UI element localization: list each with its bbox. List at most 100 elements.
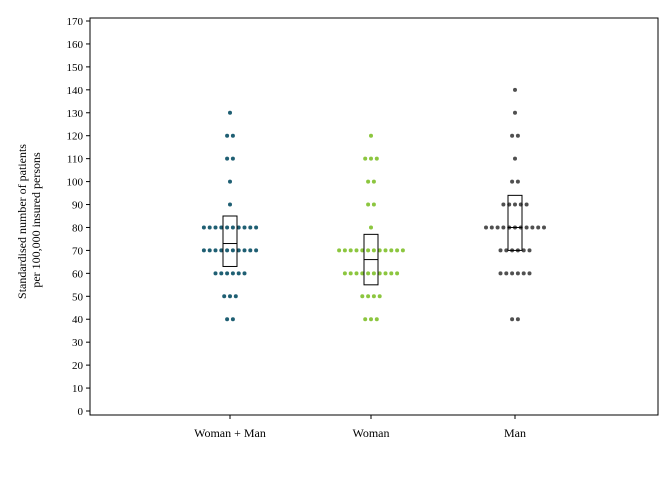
data-point [366, 248, 371, 253]
data-point [515, 317, 520, 322]
data-point [242, 225, 247, 230]
data-point [225, 225, 230, 230]
data-point [213, 225, 218, 230]
data-point [236, 248, 241, 253]
data-point [400, 248, 405, 253]
y-tick-label: 110 [67, 154, 84, 166]
y-tick-label: 30 [72, 337, 84, 349]
y-tick-label: 80 [72, 222, 84, 234]
data-point [230, 156, 235, 161]
data-point [383, 248, 388, 253]
data-point [248, 225, 253, 230]
iqr-box [507, 194, 523, 251]
y-tick-label: 160 [67, 39, 84, 51]
data-point [233, 294, 238, 299]
data-point [219, 225, 224, 230]
data-point [230, 225, 235, 230]
data-point [230, 271, 235, 276]
data-point [504, 248, 509, 253]
data-point [510, 317, 515, 322]
data-point [501, 225, 506, 230]
data-point [383, 271, 388, 276]
data-point [371, 179, 376, 184]
data-point [228, 179, 232, 184]
data-point [513, 202, 517, 207]
data-point [498, 271, 503, 276]
data-point [521, 271, 526, 276]
data-point [228, 294, 232, 299]
y-tick-label: 50 [72, 291, 84, 303]
data-point [515, 271, 520, 276]
y-tick-label: 60 [72, 268, 84, 280]
data-point [348, 271, 353, 276]
data-point [371, 271, 376, 276]
data-point [213, 248, 218, 253]
y-axis: 0 10 20 30 40 50 60 70 80 90 100 110 120 130 140 150 160… [67, 16, 90, 418]
y-tick-label: 100 [67, 177, 84, 189]
data-point [527, 248, 532, 253]
data-point [348, 248, 353, 253]
data-point [510, 271, 515, 276]
data-point [337, 248, 342, 253]
data-point [222, 294, 227, 299]
y-axis-title: Standardised number of patients per 100,… [15, 141, 43, 299]
data-point [219, 271, 224, 276]
data-point [342, 271, 347, 276]
y-tick-label: 10 [72, 383, 84, 395]
x-axis: Woman + Man Woman Man [194, 415, 526, 440]
data-point [342, 248, 347, 253]
data-point [510, 133, 515, 138]
data-point [236, 225, 241, 230]
plot-frame [89, 17, 659, 416]
data-point [242, 248, 247, 253]
data-point [254, 248, 259, 253]
data-point [510, 179, 515, 184]
data-point [371, 294, 376, 299]
data-point [513, 156, 517, 161]
data-point [521, 248, 526, 253]
data-point [225, 248, 230, 253]
data-point [374, 156, 379, 161]
data-point [374, 317, 379, 322]
data-point [207, 225, 212, 230]
data-point [363, 156, 368, 161]
y-tick-label: 130 [67, 108, 84, 120]
y-tick-label: 90 [72, 200, 84, 212]
data-point [354, 271, 359, 276]
data-point [219, 248, 224, 253]
data-point [515, 133, 520, 138]
data-point [207, 248, 212, 253]
data-point [501, 202, 506, 207]
data-point [377, 271, 382, 276]
y-axis-title-line-1: Standardised number of patients [15, 144, 29, 299]
data-point [366, 271, 371, 276]
data-point [225, 317, 230, 322]
data-point [524, 225, 529, 230]
data-point [228, 202, 232, 207]
data-point [498, 248, 503, 253]
data-point [371, 202, 376, 207]
y-tick-label: 20 [72, 360, 84, 372]
data-point [360, 294, 365, 299]
x-category-label: Woman [352, 426, 389, 440]
series-group [337, 133, 405, 322]
y-tick-label: 70 [72, 245, 84, 257]
data-point [360, 271, 365, 276]
data-point [201, 248, 206, 253]
data-point [527, 271, 532, 276]
data-point [495, 225, 500, 230]
data-point [248, 248, 253, 253]
data-point [369, 133, 373, 138]
data-point [354, 248, 359, 253]
data-point [484, 225, 488, 230]
series-group [201, 110, 259, 322]
data-point [360, 248, 365, 253]
data-point [515, 179, 520, 184]
y-tick-label: 170 [67, 16, 84, 28]
y-axis-title-line-2: per 100,000 insured persons [29, 152, 43, 288]
data-point [377, 294, 382, 299]
data-point [395, 271, 400, 276]
data-point [395, 248, 400, 253]
data-point [201, 225, 206, 230]
